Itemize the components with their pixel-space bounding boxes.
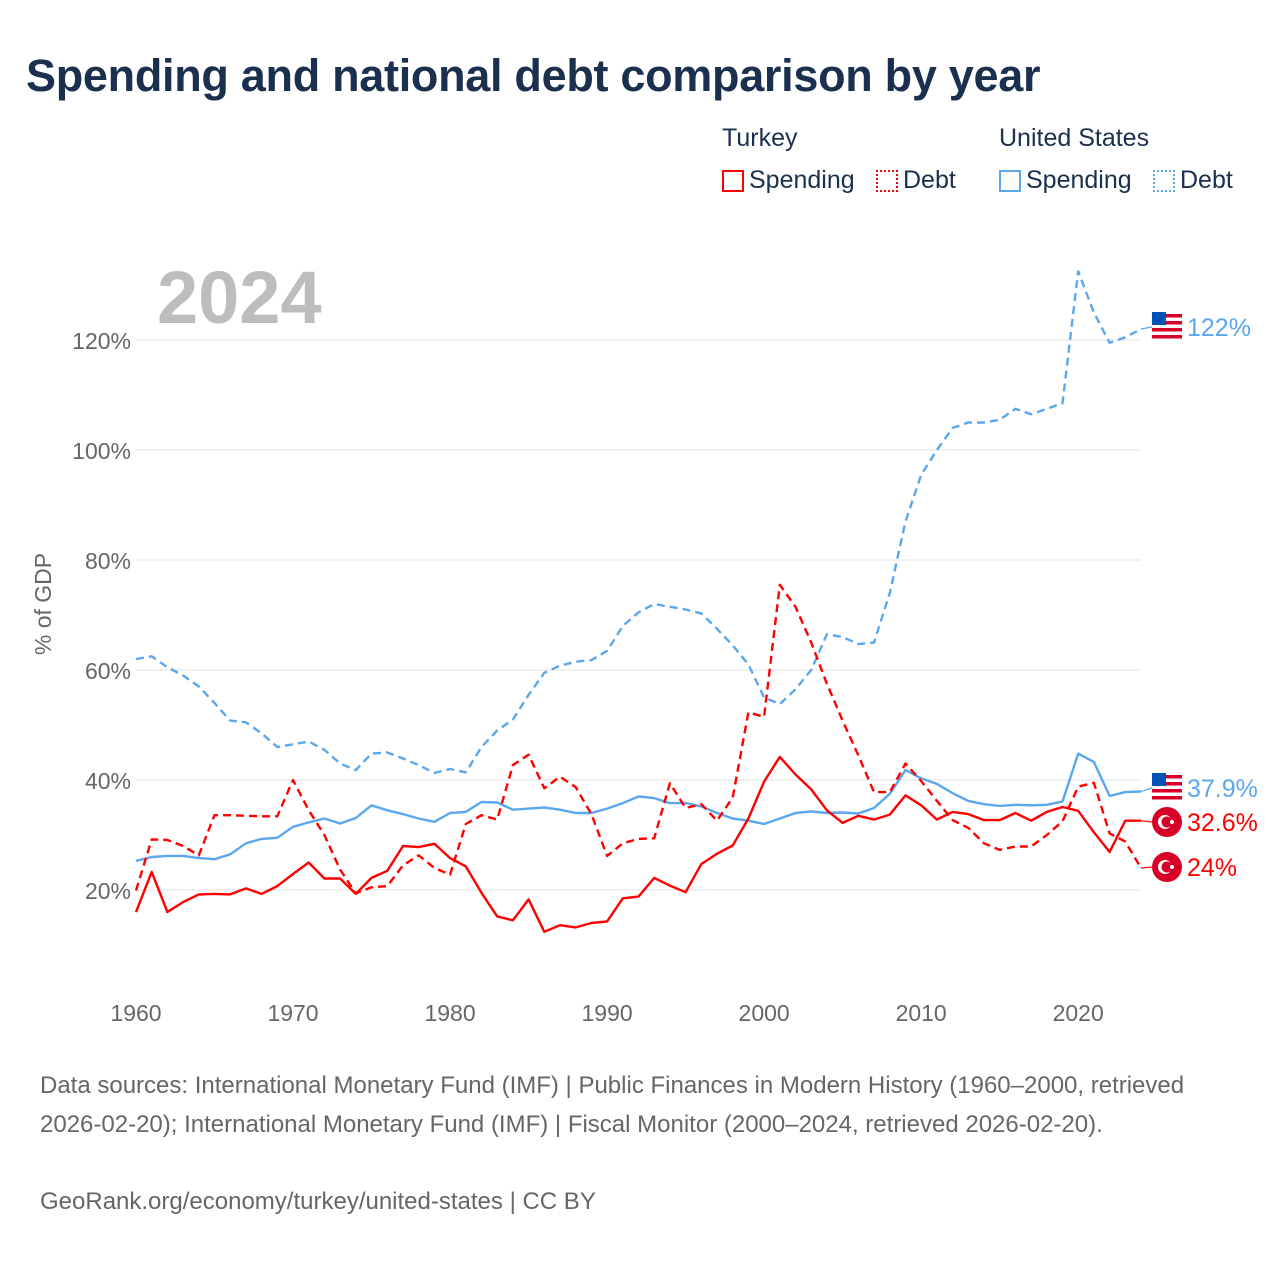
flag-stripe [1152,335,1182,339]
chart-title: Spending and national debt comparison by… [26,50,1041,101]
x-tick-label: 2020 [1053,1000,1104,1026]
y-axis-label: % of GDP [30,553,56,655]
end-connector [1140,820,1153,823]
legend-label: Spending [749,166,855,194]
flag-star [1170,820,1174,824]
flag-stripe [1152,775,1182,779]
flag-canton [1152,312,1166,325]
x-tick-label: 2010 [896,1000,947,1026]
series-line-united-states-spending [135,752,1142,863]
y-tick-label: 100% [72,438,131,464]
legend-swatch-dotted-blue [1153,169,1175,192]
flag-crescent-cut [1161,861,1173,873]
y-tick-label: 80% [85,548,131,574]
legend-label: Debt [1180,166,1233,194]
end-connector [1140,866,1153,869]
year-watermark: 2024 [157,256,322,339]
flag-stripe [1152,314,1182,318]
flag-stripe [1152,796,1182,800]
series-line-united-states-debt [135,270,1142,775]
flag-crescent-cut [1161,816,1173,828]
us-flag-icon [1152,773,1182,803]
legend-label: Spending [1026,166,1132,194]
legend-us-debt[interactable]: Debt [1153,166,1233,195]
x-tick-label: 1960 [110,1000,161,1026]
end-value-label: 122% [1187,314,1251,342]
end-value-label: 24% [1187,854,1237,882]
series-line-turkey-spending [134,755,1141,933]
y-tick-label: 120% [72,328,131,354]
us-flag-icon [1152,312,1182,342]
legend-swatch-solid-blue [999,169,1021,192]
legend-country-turkey: Turkey [722,124,798,152]
legend-us-spending[interactable]: Spending [999,166,1132,195]
legend-swatch-dotted-red [876,169,898,192]
end-connector [1140,326,1153,330]
series-line-turkey-debt [134,583,1143,895]
y-tick-label: 60% [85,658,131,684]
turkey-flag-icon [1152,807,1182,837]
end-value-label: 32.6% [1187,809,1258,837]
flag-stripe [1152,321,1182,325]
flag-canton [1152,773,1166,786]
x-tick-label: 2000 [739,1000,790,1026]
legend-turkey-spending[interactable]: Spending [722,166,855,195]
x-tick-label: 1980 [424,1000,475,1026]
y-tick-label: 20% [85,878,131,904]
x-tick-label: 1990 [582,1000,633,1026]
legend-label: Debt [903,166,956,194]
end-value-label: 37.9% [1187,775,1258,803]
footer-sources: Data sources: International Monetary Fun… [40,1072,1185,1138]
footer-credit[interactable]: GeoRank.org/economy/turkey/united-states… [40,1188,596,1215]
flag-stripe [1152,328,1182,332]
flag-star [1170,865,1174,869]
x-tick-label: 1970 [267,1000,318,1026]
turkey-flag-icon [1152,852,1182,882]
flag-stripe [1152,782,1182,786]
legend-swatch-solid-red [722,169,744,192]
y-tick-label: 40% [85,768,131,794]
end-connector [1140,787,1153,793]
flag-stripe [1152,789,1182,793]
legend-turkey-debt[interactable]: Debt [876,166,956,195]
legend-country-us: United States [999,124,1150,152]
